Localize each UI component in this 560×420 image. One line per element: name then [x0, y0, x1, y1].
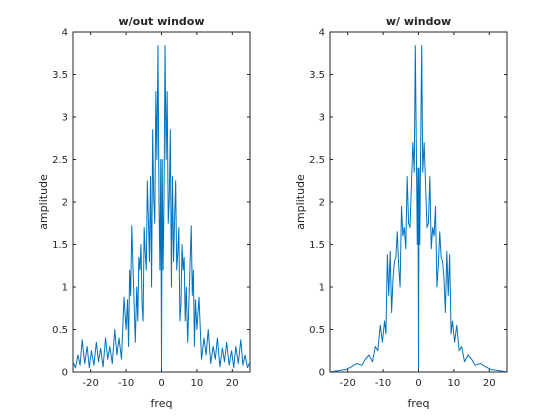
- right-x-tick-label: -10: [375, 378, 391, 389]
- left-y-axis-label: amplitude: [37, 174, 50, 230]
- right-y-tick-label: 1.5: [309, 240, 325, 251]
- left-x-tick-label: 20: [226, 378, 239, 389]
- right-plot-title: w/ window: [386, 15, 451, 28]
- left-x-tick-label: 0: [158, 378, 164, 389]
- left-x-tick-label: -20: [83, 378, 99, 389]
- left-y-tick-label: 1: [62, 283, 68, 294]
- left-y-tick-label: 0.5: [52, 325, 68, 336]
- right-y-tick-label: 3: [319, 113, 325, 124]
- right-y-tick-label: 0.5: [309, 325, 325, 336]
- right-y-tick-label: 1: [319, 283, 325, 294]
- right-y-tick-label: 2: [319, 198, 325, 209]
- right-y-tick-label: 2.5: [309, 155, 325, 166]
- right-subplot: w/ window freq amplitude -20 -10 0 10 20 0 0.5…: [294, 15, 508, 410]
- right-y-tick-label: 4: [319, 28, 325, 39]
- left-y-tick-label: 4: [62, 28, 68, 39]
- left-x-tick-label: -10: [118, 378, 134, 389]
- left-plot-title: w/out window: [118, 15, 204, 28]
- left-y-tick-label: 3: [62, 113, 68, 124]
- left-x-axis-label: freq: [151, 397, 173, 410]
- right-y-axis-label: amplitude: [294, 174, 307, 230]
- left-y-tick-label: 3.5: [52, 70, 68, 81]
- left-y-tick-label: 0: [62, 368, 68, 379]
- right-y-tick-label: 3.5: [309, 70, 325, 81]
- left-y-tick-label: 2: [62, 198, 68, 209]
- right-x-axis-label: freq: [408, 397, 430, 410]
- right-x-tick-label: -20: [340, 378, 356, 389]
- right-y-tick-label: 0: [319, 368, 325, 379]
- right-x-tick-label: 10: [448, 378, 461, 389]
- left-y-tick-label: 1.5: [52, 240, 68, 251]
- right-x-tick-label: 20: [483, 378, 496, 389]
- right-x-tick-label: 0: [415, 378, 421, 389]
- left-subplot: w/out window freq amplitude -20 -10 0 10 200…: [37, 15, 251, 410]
- left-x-tick-label: 10: [191, 378, 204, 389]
- left-y-tick-label: 2.5: [52, 155, 68, 166]
